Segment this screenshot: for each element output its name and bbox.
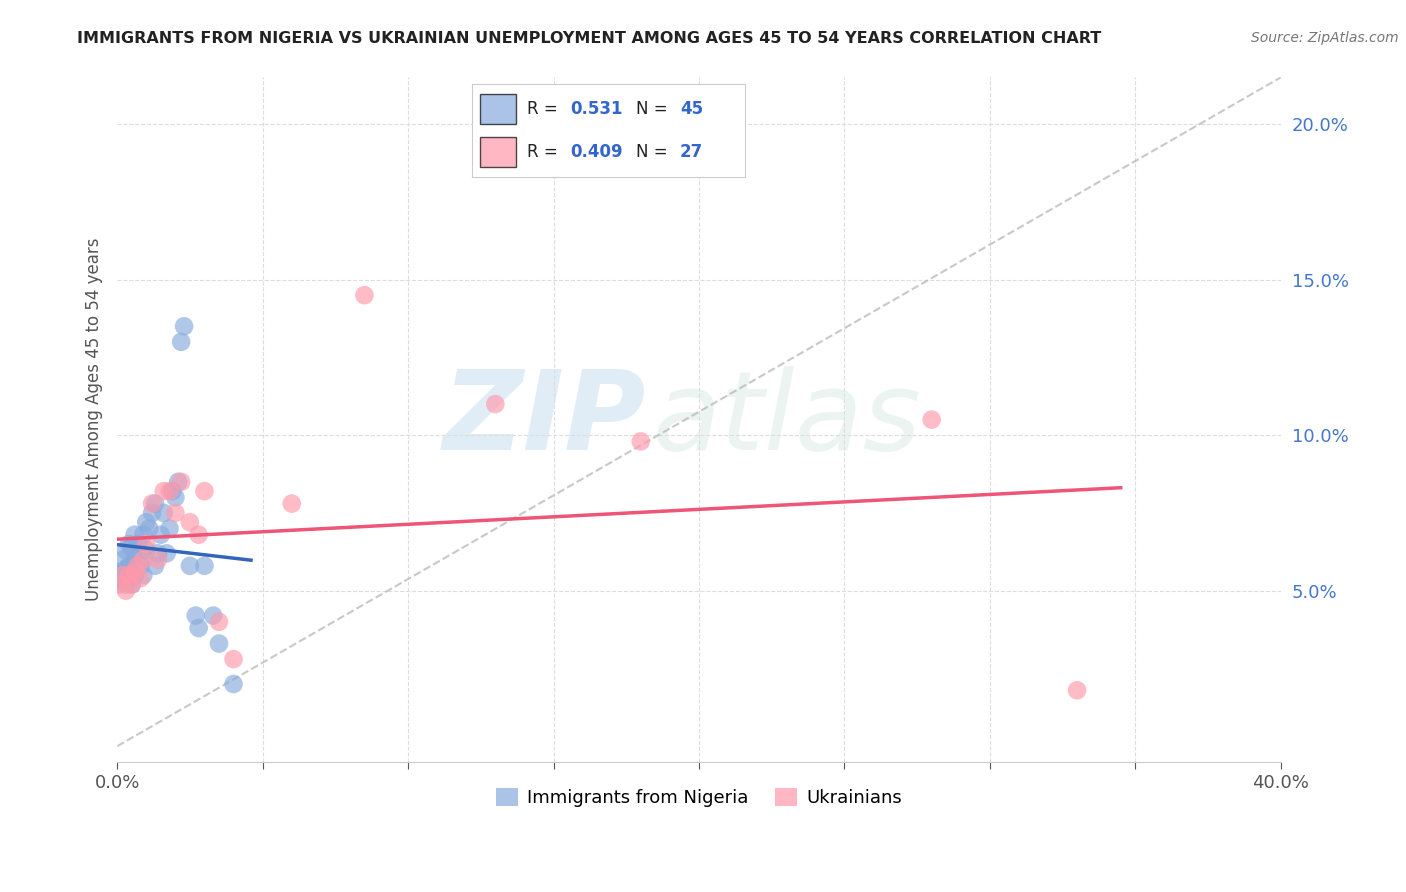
Text: Source: ZipAtlas.com: Source: ZipAtlas.com: [1251, 31, 1399, 45]
Text: IMMIGRANTS FROM NIGERIA VS UKRAINIAN UNEMPLOYMENT AMONG AGES 45 TO 54 YEARS CORR: IMMIGRANTS FROM NIGERIA VS UKRAINIAN UNE…: [77, 31, 1101, 46]
Point: [143, 558, 166, 573]
Point: [115, 583, 138, 598]
Point: [152, 484, 174, 499]
Point: [127, 537, 149, 551]
Point: [124, 527, 146, 541]
Point: [165, 491, 187, 505]
Point: [179, 558, 201, 573]
Point: [132, 527, 155, 541]
Point: [193, 484, 215, 499]
Point: [124, 568, 146, 582]
Point: [921, 412, 943, 426]
Point: [121, 577, 143, 591]
Point: [138, 521, 160, 535]
Point: [141, 497, 163, 511]
Point: [1066, 683, 1088, 698]
Point: [121, 577, 143, 591]
Point: [630, 434, 652, 449]
Point: [111, 568, 134, 582]
Point: [108, 574, 131, 589]
Point: [129, 558, 152, 573]
Point: [115, 562, 138, 576]
Point: [165, 506, 187, 520]
Point: [208, 615, 231, 629]
Point: [111, 552, 134, 566]
Text: ZIP: ZIP: [443, 366, 647, 473]
Point: [156, 546, 179, 560]
Point: [124, 565, 146, 579]
Point: [108, 565, 131, 579]
Point: [146, 546, 169, 560]
Point: [129, 546, 152, 560]
Point: [141, 506, 163, 520]
Point: [121, 558, 143, 573]
Point: [184, 608, 207, 623]
Point: [202, 608, 225, 623]
Point: [187, 527, 209, 541]
Point: [143, 497, 166, 511]
Y-axis label: Unemployment Among Ages 45 to 54 years: Unemployment Among Ages 45 to 54 years: [86, 238, 103, 601]
Point: [170, 475, 193, 489]
Point: [162, 484, 184, 499]
Point: [121, 540, 143, 554]
Point: [129, 571, 152, 585]
Point: [167, 475, 190, 489]
Point: [280, 497, 302, 511]
Point: [159, 521, 181, 535]
Point: [118, 558, 141, 573]
Point: [108, 577, 131, 591]
Point: [115, 577, 138, 591]
Point: [208, 636, 231, 650]
Point: [222, 652, 245, 666]
Point: [149, 527, 172, 541]
Point: [124, 552, 146, 566]
Point: [132, 552, 155, 566]
Point: [135, 537, 157, 551]
Point: [118, 537, 141, 551]
Point: [115, 543, 138, 558]
Point: [132, 568, 155, 582]
Point: [187, 621, 209, 635]
Point: [159, 484, 181, 499]
Point: [118, 568, 141, 582]
Point: [170, 334, 193, 349]
Point: [173, 319, 195, 334]
Point: [222, 677, 245, 691]
Point: [193, 558, 215, 573]
Point: [152, 506, 174, 520]
Point: [146, 552, 169, 566]
Point: [135, 515, 157, 529]
Point: [353, 288, 375, 302]
Text: atlas: atlas: [652, 366, 921, 473]
Point: [127, 558, 149, 573]
Point: [179, 515, 201, 529]
Point: [111, 568, 134, 582]
Point: [484, 397, 506, 411]
Point: [118, 568, 141, 582]
Point: [135, 543, 157, 558]
Point: [127, 558, 149, 573]
Legend: Immigrants from Nigeria, Ukrainians: Immigrants from Nigeria, Ukrainians: [489, 780, 908, 814]
